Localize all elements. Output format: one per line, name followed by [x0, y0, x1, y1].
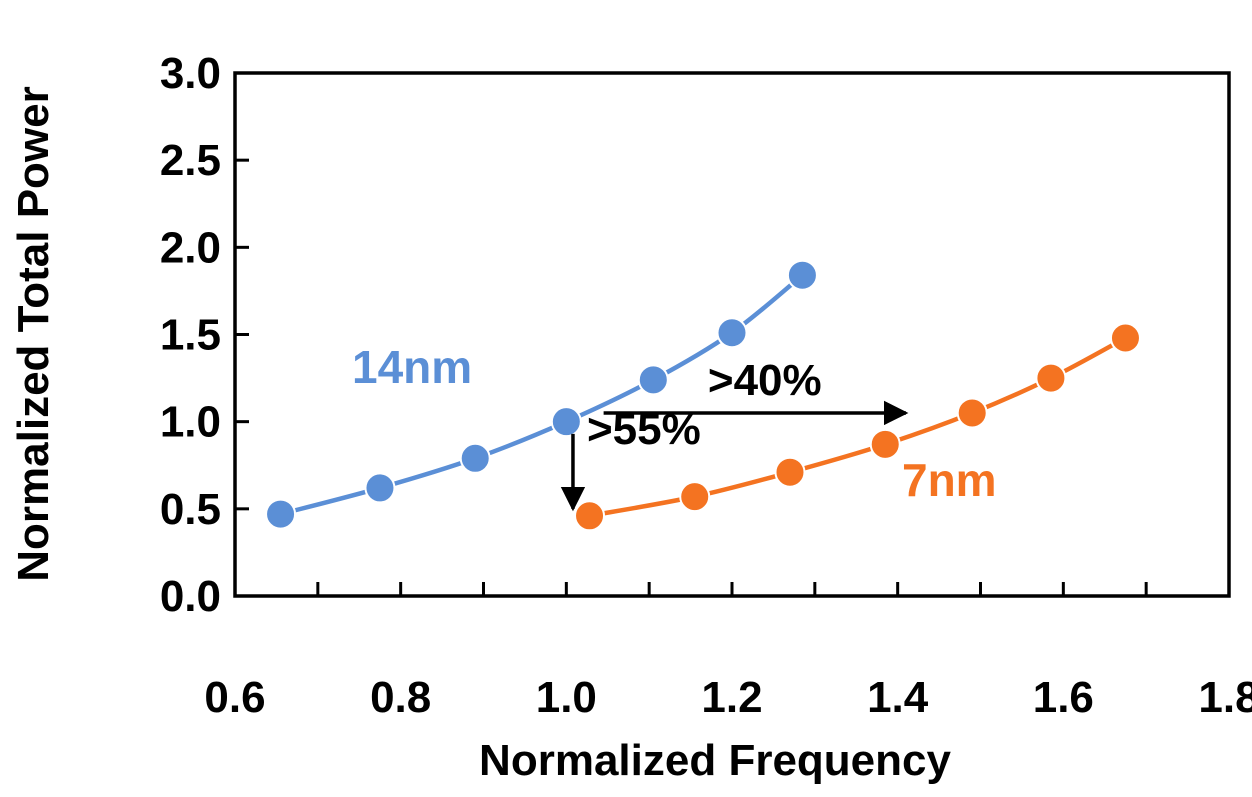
data-point	[265, 498, 297, 530]
annotation-layer: >40%>55%	[560, 356, 909, 512]
annotation-label: >40%	[708, 356, 822, 405]
y-tick-label: 0.0	[160, 572, 221, 621]
x-tick-label: 1.8	[1198, 673, 1252, 722]
y-tick-label: 2.0	[160, 223, 221, 272]
data-point	[574, 500, 606, 532]
series-label: 14nm	[352, 341, 472, 393]
data-point	[869, 428, 901, 460]
y-axis: 0.0 0.5 1.0 1.5 2.0 2.5 3.0	[160, 49, 249, 621]
x-tick-label: 1.4	[867, 673, 929, 722]
y-tick-label: 1.5	[160, 311, 221, 360]
data-point	[956, 397, 988, 429]
data-point	[774, 456, 806, 488]
series-layer: 14nm 7nm	[265, 259, 1141, 532]
data-point	[459, 442, 491, 474]
series-14nm: 14nm	[265, 259, 818, 530]
x-tick-label: 1.0	[536, 673, 597, 722]
data-point	[364, 472, 396, 504]
x-axis-title: Normalized Frequency	[479, 736, 951, 785]
x-tick-label: 1.6	[1033, 673, 1094, 722]
annotation-label: >55%	[587, 405, 701, 454]
y-tick-label: 3.0	[160, 49, 221, 98]
y-tick-label: 0.5	[160, 485, 221, 534]
data-point	[786, 259, 818, 291]
data-point	[716, 317, 748, 349]
data-point	[637, 364, 669, 396]
series-label: 7nm	[902, 454, 997, 506]
y-tick-label: 2.5	[160, 136, 221, 185]
data-point	[1109, 322, 1141, 354]
data-point	[679, 481, 711, 513]
y-tick-label: 1.0	[160, 398, 221, 447]
data-point	[550, 406, 582, 438]
x-axis: 0.6 0.8 1.0 1.2 1.4 1.6 1.8	[204, 582, 1252, 722]
x-tick-label: 1.2	[701, 673, 762, 722]
x-tick-label: 0.8	[370, 673, 431, 722]
x-tick-label: 0.6	[204, 673, 265, 722]
series-7nm: 7nm	[574, 322, 1141, 532]
data-point	[1035, 362, 1067, 394]
y-axis-title: Normalized Total Power	[9, 86, 58, 582]
